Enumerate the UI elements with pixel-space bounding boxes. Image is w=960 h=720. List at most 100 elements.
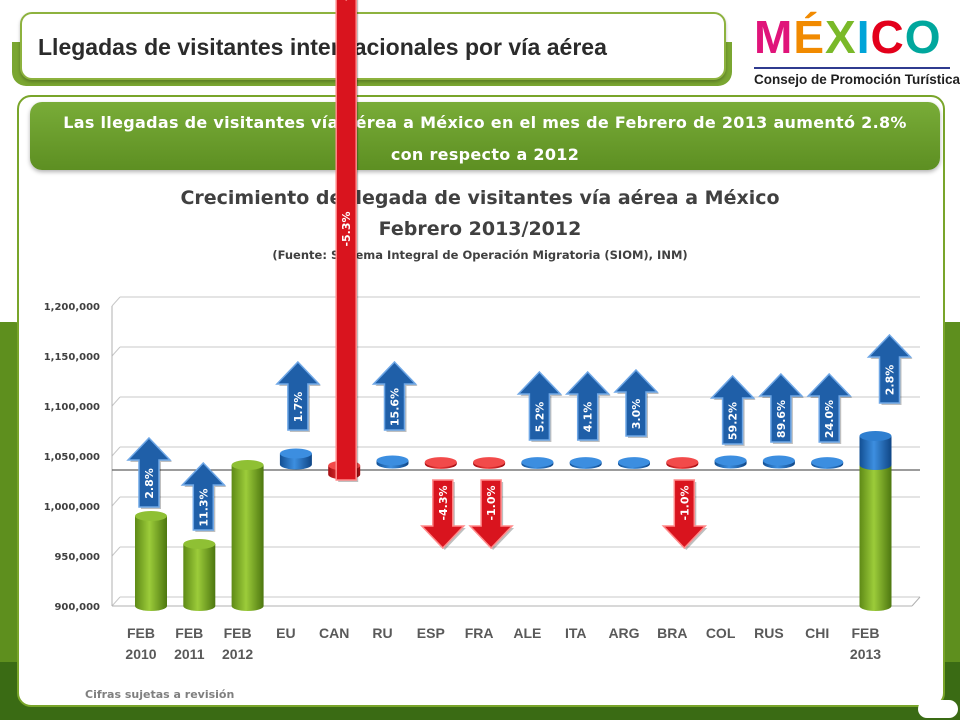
bar-feb-2013-base — [859, 460, 892, 611]
y-tick-label: 950,000 — [54, 552, 100, 563]
bar-esp — [424, 457, 457, 469]
arrow-up — [613, 368, 659, 437]
cylinder-top — [135, 511, 167, 521]
arrow-feb-2011: 11.3% — [180, 461, 227, 532]
bar-bra — [666, 457, 699, 469]
logo-letter: I — [856, 11, 871, 63]
logo-letter: X — [825, 11, 857, 63]
cylinder-body — [231, 465, 264, 611]
x-tick-label: FEB — [175, 625, 203, 641]
x-tick-label: ITA — [565, 625, 587, 641]
growth-label: 59.2% — [727, 402, 740, 440]
cylinder-body — [183, 544, 216, 611]
arrow-fra: -1.0% — [468, 479, 515, 550]
x-tick-label: FEB — [852, 625, 880, 641]
y-tick-label: 1,100,000 — [44, 402, 100, 413]
arrow-can: -5.3% — [335, 0, 359, 482]
cylinder-top — [521, 457, 554, 468]
x-tick-label: BRA — [657, 625, 687, 641]
y-tick-label: 900,000 — [54, 602, 100, 613]
x-tick-label: EU — [276, 625, 295, 641]
arrow-up — [806, 372, 852, 443]
x-tick-label: 2010 — [125, 646, 156, 662]
gridline-depth — [111, 446, 121, 457]
bar-eu — [279, 448, 312, 470]
logo-letter: É — [793, 11, 826, 63]
banner-line-2: con respecto a 2012 — [390, 145, 580, 164]
arrow-esp: -4.3% — [420, 479, 466, 550]
cylinder-top — [859, 431, 892, 441]
x-tick-label: ARG — [608, 625, 639, 641]
growth-label: 4.1% — [582, 402, 595, 433]
x-tick-label: 2011 — [174, 646, 205, 662]
x-tick-label: FEB — [224, 625, 252, 641]
x-tick-label: 2012 — [222, 646, 253, 662]
bar-fra — [473, 457, 506, 469]
cylinder-body — [135, 516, 167, 611]
growth-label: -1.0% — [678, 485, 691, 520]
gridline-depth — [111, 396, 121, 407]
growth-label: -1.0% — [485, 485, 498, 520]
x-tick-label: COL — [706, 625, 736, 641]
cylinder-top — [762, 455, 795, 466]
bar-feb-2012 — [231, 460, 264, 611]
x-tick-label: RU — [372, 625, 392, 641]
arrow-up — [371, 360, 418, 431]
arrow-up — [758, 372, 804, 443]
logo-divider — [754, 67, 950, 69]
arrow-up — [564, 370, 611, 441]
bar-ru — [376, 455, 409, 469]
growth-label: 89.6% — [775, 400, 788, 438]
gridline-depth — [111, 296, 121, 307]
arrow-bra: -1.0% — [661, 479, 708, 550]
logo-letter: M — [754, 11, 794, 63]
arrow-down — [661, 479, 708, 550]
arrow-down — [335, 0, 357, 481]
bar-rus — [762, 455, 795, 469]
logo-letter: C — [870, 11, 905, 63]
logo-subtitle: Consejo de Promoción Turística — [754, 72, 960, 87]
cylinder-top — [183, 539, 216, 549]
gridline-depth — [111, 596, 121, 607]
cylinder-top — [666, 457, 699, 468]
banner-line-1: Las llegadas de visitantes vía aérea a M… — [63, 113, 907, 132]
arrow-down — [420, 479, 466, 550]
growth-label: -4.3% — [437, 485, 450, 520]
cylinder-top — [376, 455, 409, 466]
arrow-ita: 4.1% — [564, 370, 611, 442]
x-tick-label: FEB — [127, 625, 155, 641]
growth-label: 2.8% — [143, 468, 156, 499]
arrow-up — [866, 333, 913, 404]
bar-feb-2010 — [135, 511, 167, 611]
arrow-up — [180, 461, 227, 531]
bar-arg — [618, 457, 650, 469]
arrow-ru: 15.6% — [371, 360, 418, 432]
arrow-col: 59.2% — [709, 374, 756, 446]
arrow-ale: 5.2% — [516, 370, 563, 442]
bar-ita — [569, 457, 602, 469]
growth-label: 24.0% — [823, 400, 836, 438]
logo-letter: O — [904, 11, 942, 63]
cylinder-top — [811, 457, 844, 468]
arrow-feb-2013: 2.8% — [866, 333, 913, 405]
chart-subtitle: Febrero 2013/2012 — [378, 218, 582, 240]
x-tick-label: CHI — [805, 625, 829, 641]
bar-feb-2011 — [183, 539, 216, 611]
cylinder-top — [231, 460, 264, 470]
page-title: Llegadas de visitantes internacionales p… — [38, 34, 607, 60]
mexico-logo: MÉXICO Consejo de Promoción Turística — [748, 10, 960, 90]
gridline-depth — [111, 546, 121, 557]
growth-label: 11.3% — [197, 488, 210, 526]
bar-ale — [521, 457, 554, 469]
growth-label: 2.8% — [884, 365, 897, 396]
growth-label: 3.0% — [630, 399, 643, 430]
arrow-down — [468, 479, 514, 550]
x-tick-label: ALE — [513, 625, 541, 641]
x-tick-label: ESP — [417, 625, 445, 641]
arrow-arg: 3.0% — [613, 368, 659, 438]
arrow-eu: 1.7% — [275, 360, 321, 432]
bar-feb-2013-increase — [859, 431, 892, 470]
y-tick-label: 1,200,000 — [44, 302, 100, 313]
x-tick-label: 2013 — [850, 646, 881, 662]
